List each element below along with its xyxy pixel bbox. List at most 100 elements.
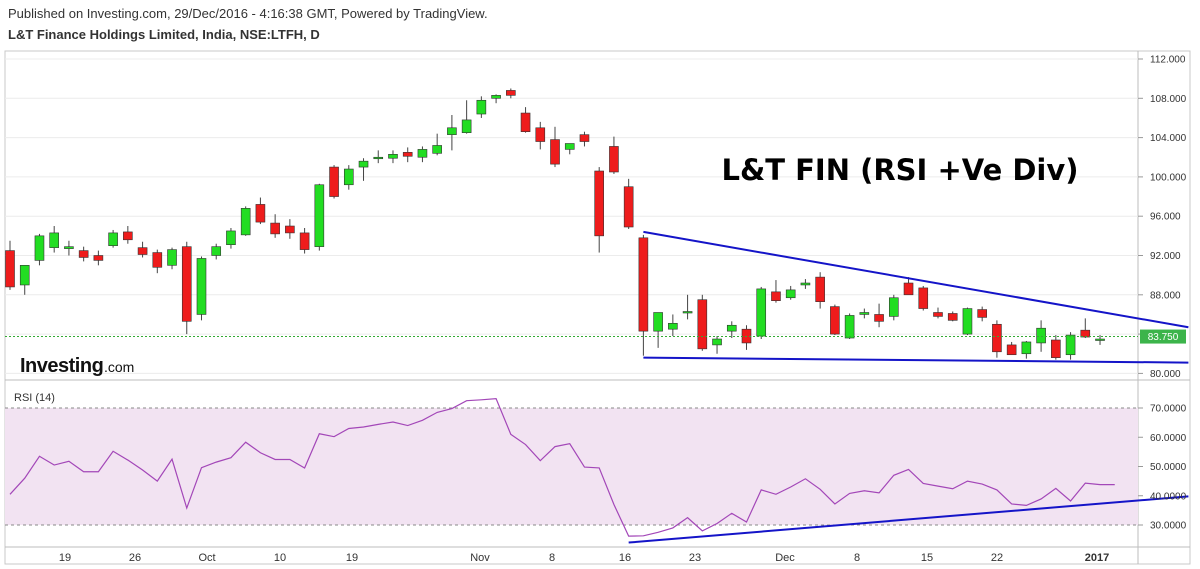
candle [167, 247, 177, 270]
candle-down [285, 225, 295, 234]
time-tick-label: 22 [991, 552, 1003, 564]
candle-up [167, 249, 177, 266]
time-tick-label: 8 [854, 552, 860, 564]
candle [609, 136, 619, 174]
candle-up [226, 230, 236, 245]
price-trendline [643, 230, 1189, 329]
candle-down [638, 237, 649, 332]
time-tick-label: Dec [775, 552, 795, 564]
candle [1080, 318, 1091, 339]
candle [947, 311, 958, 322]
candle-down [874, 314, 884, 322]
candle-up [668, 322, 678, 330]
candle [1095, 335, 1105, 345]
price-trendline [643, 356, 1189, 364]
rsi-line [9, 398, 1115, 537]
candle [373, 150, 384, 164]
candle-up [64, 246, 74, 249]
candle-down [830, 306, 840, 335]
time-tick-label: 10 [274, 552, 286, 564]
candle [726, 321, 737, 339]
candle-down [609, 146, 619, 173]
candle-down [137, 247, 148, 255]
candle-down [903, 282, 914, 296]
candle-up [1095, 338, 1105, 341]
candle [594, 167, 605, 253]
rsi-tick-label: 40.0000 [1150, 491, 1187, 502]
rsi-axis: 70.0000 60.0000 50.0000 40.0000 30.0000 [1138, 404, 1187, 532]
candle [903, 277, 914, 296]
rsi-band [5, 408, 1138, 525]
candle-up [653, 312, 663, 332]
candle-up [800, 282, 811, 286]
candle-up [49, 232, 59, 248]
candle-down [78, 250, 89, 258]
candle-up [358, 160, 369, 168]
candle-up [756, 288, 767, 337]
candle-down [623, 186, 634, 228]
candle [270, 214, 280, 238]
candle [1021, 340, 1032, 359]
candle-down [5, 250, 15, 288]
rsi-pane-title: RSI (14) [14, 392, 55, 404]
rsi-trendline [628, 495, 1189, 544]
candle [432, 133, 442, 156]
candle-down [93, 255, 104, 261]
candle-up [388, 154, 398, 159]
rsi-tick-label: 30.0000 [1150, 521, 1187, 532]
price-tick-label: 112.000 [1150, 55, 1186, 66]
candle [181, 241, 192, 335]
time-tick-label: 26 [129, 552, 141, 564]
candle [64, 240, 74, 256]
time-tick-label: 8 [549, 552, 555, 564]
candle [888, 294, 899, 321]
time-tick-label: Oct [198, 552, 215, 564]
candle [476, 96, 487, 118]
candle-down [947, 313, 958, 321]
candle [800, 279, 811, 289]
candle-up [373, 156, 384, 160]
candle-down [697, 299, 708, 350]
candle [299, 227, 310, 254]
candle-down [977, 309, 987, 318]
logo-suffix: .com [104, 359, 134, 375]
candle-down [299, 232, 310, 250]
candle-down [152, 252, 163, 268]
time-tick-label: 23 [689, 552, 701, 564]
time-tick-label: Nov [470, 552, 490, 564]
candle [255, 197, 266, 225]
candle [108, 229, 118, 248]
candle [402, 147, 413, 163]
price-tick-label: 88.000 [1150, 290, 1181, 301]
candle [447, 115, 457, 151]
candle [240, 206, 251, 236]
rsi-tick-label: 50.0000 [1150, 462, 1187, 473]
candle [844, 313, 855, 340]
candle [815, 272, 825, 309]
candle-down [255, 204, 266, 223]
candle [1006, 341, 1017, 356]
candle-up [432, 145, 442, 154]
time-tick-label: 19 [346, 552, 358, 564]
candle-down [992, 323, 1002, 353]
candle [992, 320, 1002, 358]
logo-brand: Investing [20, 355, 103, 377]
time-tick-label: 2017 [1085, 552, 1109, 564]
candle-up [712, 338, 722, 346]
candle [343, 165, 354, 190]
investing-logo: Investing .com [20, 355, 134, 377]
candle [859, 308, 870, 319]
candle-up [314, 184, 325, 247]
candle-up [859, 312, 870, 315]
candle-up [1021, 341, 1032, 355]
candle [771, 280, 781, 303]
candle [550, 126, 560, 168]
candle [226, 227, 236, 249]
candle-up [1065, 334, 1076, 356]
candle-down [579, 134, 590, 142]
candle [579, 131, 590, 147]
candle [933, 307, 943, 319]
candle [417, 146, 428, 163]
candle-up [785, 289, 796, 299]
